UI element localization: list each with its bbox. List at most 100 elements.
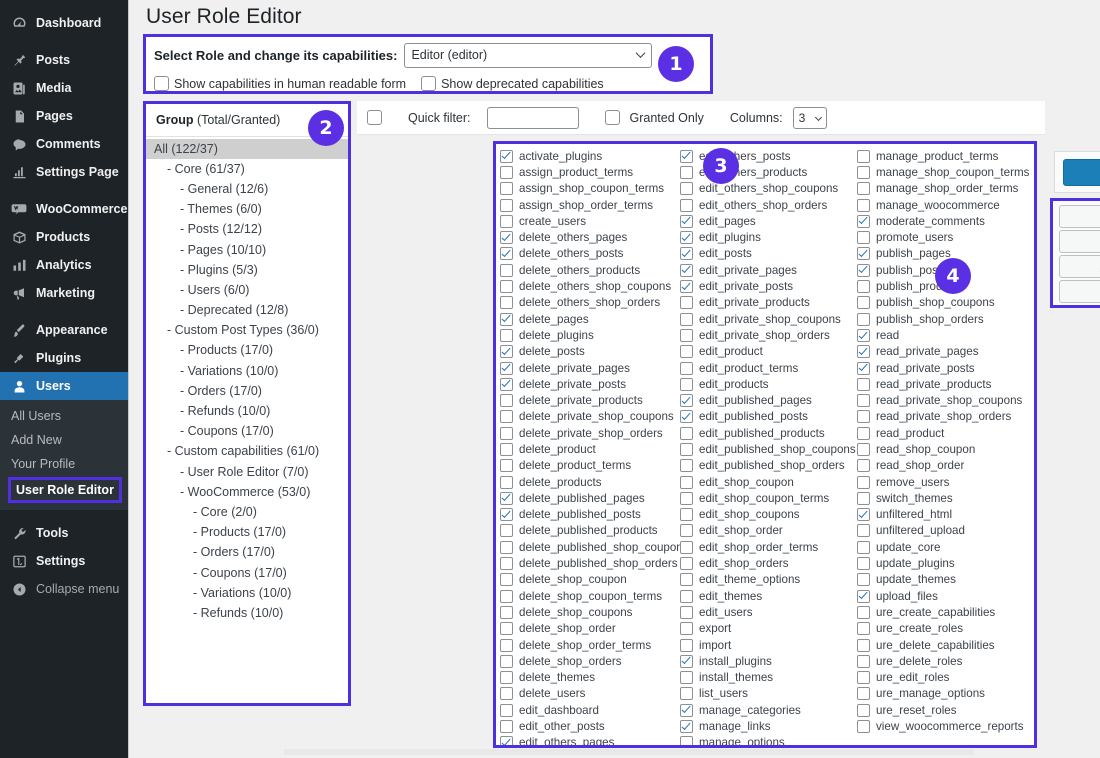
- capability-checkbox[interactable]: [857, 459, 870, 473]
- capability-checkbox[interactable]: [680, 263, 693, 277]
- sidebar-item-comments[interactable]: Comments: [0, 130, 128, 158]
- select-all-checkbox[interactable]: [367, 110, 382, 125]
- capability-row[interactable]: update_core: [857, 539, 1034, 555]
- sidebar-item-settings-page[interactable]: Settings Page: [0, 158, 128, 186]
- group-tree-item[interactable]: - Plugins (5/3): [180, 262, 258, 277]
- capability-row[interactable]: edit_private_shop_coupons: [680, 311, 857, 327]
- capability-row[interactable]: delete_private_shop_coupons: [500, 409, 680, 425]
- capability-checkbox[interactable]: [857, 410, 870, 424]
- capability-checkbox[interactable]: [680, 149, 693, 163]
- capability-row[interactable]: import: [680, 637, 857, 653]
- capability-row[interactable]: install_plugins: [680, 653, 857, 669]
- capability-row[interactable]: update_themes: [857, 572, 1034, 588]
- capability-checkbox[interactable]: [857, 654, 870, 668]
- group-tree-item[interactable]: - Refunds (10/0): [193, 605, 284, 620]
- sidebar-item-pages[interactable]: Pages: [0, 102, 128, 130]
- capability-checkbox[interactable]: [500, 361, 513, 375]
- human-readable-checkbox[interactable]: [154, 76, 169, 91]
- capability-row[interactable]: edit_other_posts: [500, 718, 680, 734]
- capability-row[interactable]: ure_edit_roles: [857, 670, 1034, 686]
- capability-row[interactable]: delete_private_products: [500, 392, 680, 408]
- capability-row[interactable]: delete_others_shop_coupons: [500, 278, 680, 294]
- capability-row[interactable]: manage_categories: [680, 702, 857, 718]
- capability-checkbox[interactable]: [680, 605, 693, 619]
- capability-checkbox[interactable]: [500, 263, 513, 277]
- capability-checkbox[interactable]: [857, 491, 870, 505]
- sidebar-item-collapse-menu[interactable]: Collapse menu: [0, 575, 128, 603]
- group-tree-item[interactable]: - Orders (17/0): [193, 545, 275, 560]
- human-readable-checkbox-row[interactable]: Show capabilities in human readable form: [154, 76, 406, 91]
- capability-checkbox[interactable]: [500, 638, 513, 652]
- deprecated-checkbox[interactable]: [421, 76, 437, 91]
- capability-checkbox[interactable]: [500, 231, 513, 245]
- capability-row[interactable]: edit_users: [680, 604, 857, 620]
- capability-checkbox[interactable]: [500, 654, 513, 668]
- capability-checkbox[interactable]: [680, 622, 693, 636]
- capability-checkbox[interactable]: [857, 671, 870, 685]
- add-role-button[interactable]: Add Role: [1059, 205, 1100, 228]
- capability-checkbox[interactable]: [680, 231, 693, 245]
- capability-checkbox[interactable]: [857, 214, 870, 228]
- capability-row[interactable]: read_shop_order: [857, 458, 1034, 474]
- capability-row[interactable]: publish_shop_coupons: [857, 295, 1034, 311]
- capability-checkbox[interactable]: [680, 491, 693, 505]
- capability-checkbox[interactable]: [857, 524, 870, 538]
- capability-checkbox[interactable]: [680, 426, 693, 440]
- capability-row[interactable]: delete_others_posts: [500, 246, 680, 262]
- capability-checkbox[interactable]: [680, 247, 693, 261]
- capability-row[interactable]: delete_users: [500, 686, 680, 702]
- group-tree-item[interactable]: - Variations (10/0): [193, 585, 292, 600]
- capability-row[interactable]: create_users: [500, 213, 680, 229]
- capability-row[interactable]: read_private_shop_orders: [857, 409, 1034, 425]
- group-tree-item[interactable]: - Posts (12/12): [180, 222, 262, 237]
- capability-row[interactable]: delete_shop_coupon_terms: [500, 588, 680, 604]
- capability-row[interactable]: read_product: [857, 425, 1034, 441]
- capability-checkbox[interactable]: [857, 720, 870, 734]
- capability-row[interactable]: edit_published_pages: [680, 392, 857, 408]
- capability-row[interactable]: delete_shop_coupons: [500, 604, 680, 620]
- capability-checkbox[interactable]: [500, 671, 513, 685]
- capability-row[interactable]: edit_published_shop_coupons: [680, 441, 857, 457]
- capability-checkbox[interactable]: [857, 280, 870, 294]
- capability-row[interactable]: delete_others_products: [500, 262, 680, 278]
- capability-row[interactable]: assign_product_terms: [500, 164, 680, 180]
- capability-checkbox[interactable]: [680, 638, 693, 652]
- capability-checkbox[interactable]: [857, 394, 870, 408]
- capability-row[interactable]: publish_shop_orders: [857, 311, 1034, 327]
- group-tree-item[interactable]: - Orders (17/0): [180, 383, 262, 398]
- sidebar-item-woocommerce[interactable]: WooCommerce: [0, 195, 128, 223]
- capability-row[interactable]: read: [857, 327, 1034, 343]
- capability-row[interactable]: read_private_posts: [857, 360, 1034, 376]
- capability-row[interactable]: edit_shop_order: [680, 523, 857, 539]
- capability-checkbox[interactable]: [680, 736, 693, 745]
- capability-row[interactable]: delete_shop_coupon: [500, 572, 680, 588]
- capability-row[interactable]: edit_private_posts: [680, 278, 857, 294]
- capability-row[interactable]: delete_plugins: [500, 327, 680, 343]
- capability-row[interactable]: delete_private_posts: [500, 376, 680, 392]
- capability-checkbox[interactable]: [680, 345, 693, 359]
- group-tree-item[interactable]: - Core (2/0): [193, 504, 257, 519]
- capability-checkbox[interactable]: [857, 165, 870, 179]
- group-tree-item[interactable]: - Pages (10/10): [180, 242, 267, 257]
- capability-row[interactable]: ure_reset_roles: [857, 702, 1034, 718]
- group-tree-item[interactable]: - Variations (10/0): [180, 363, 279, 378]
- capability-checkbox[interactable]: [857, 361, 870, 375]
- capability-checkbox[interactable]: [857, 605, 870, 619]
- capability-checkbox[interactable]: [500, 214, 513, 228]
- sidebar-item-appearance[interactable]: Appearance: [0, 316, 128, 344]
- capability-row[interactable]: view_woocommerce_reports: [857, 718, 1034, 734]
- capability-checkbox[interactable]: [857, 638, 870, 652]
- capability-checkbox[interactable]: [680, 214, 693, 228]
- group-tree-item[interactable]: - Products (17/0): [193, 525, 287, 540]
- capability-row[interactable]: promote_users: [857, 229, 1034, 245]
- sidebar-item-marketing[interactable]: Marketing: [0, 279, 128, 307]
- capability-checkbox[interactable]: [680, 589, 693, 603]
- role-select[interactable]: Editor (editor): [404, 42, 653, 68]
- capability-checkbox[interactable]: [680, 442, 693, 456]
- capability-row[interactable]: delete_published_products: [500, 523, 680, 539]
- capability-row[interactable]: install_themes: [680, 670, 857, 686]
- capability-checkbox[interactable]: [500, 426, 513, 440]
- group-tree-item[interactable]: - Themes (6/0): [180, 202, 262, 217]
- capability-checkbox[interactable]: [857, 263, 870, 277]
- capability-row[interactable]: unfiltered_html: [857, 507, 1034, 523]
